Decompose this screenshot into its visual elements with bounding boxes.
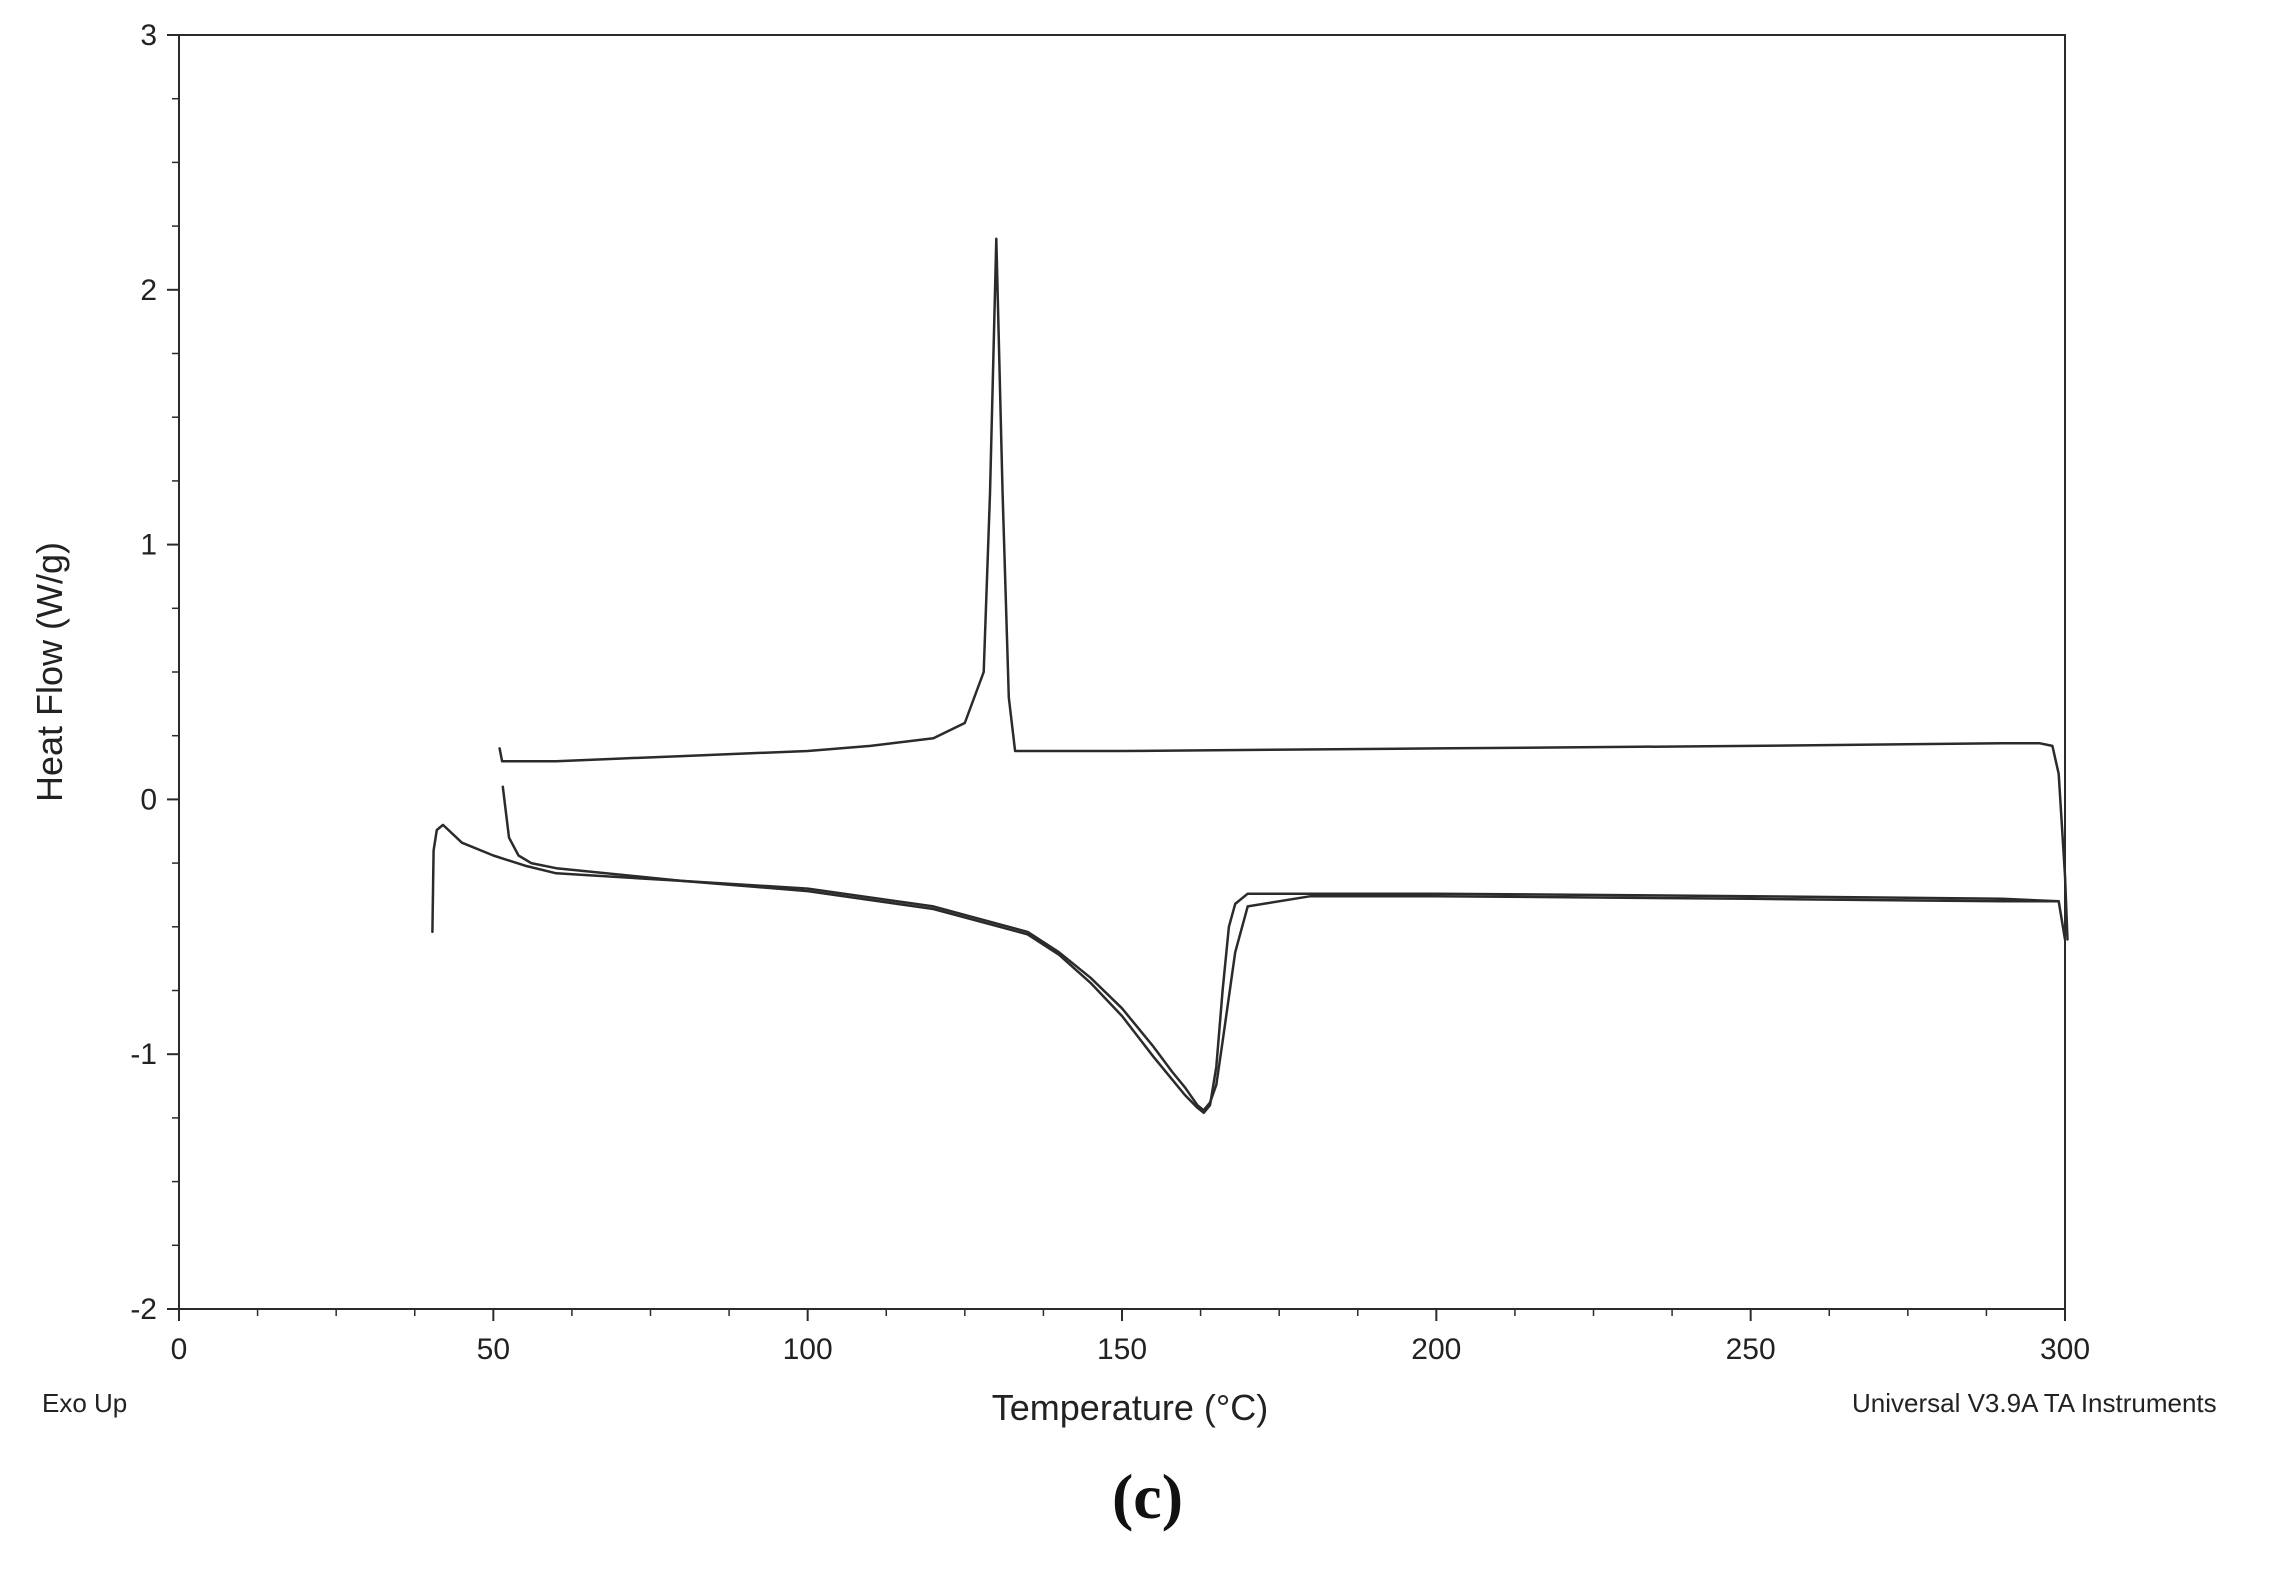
series-line-2 bbox=[431, 823, 2067, 1115]
x-tick-label: 150 bbox=[1097, 1333, 1147, 1366]
y-tick-label: 2 bbox=[140, 274, 157, 307]
y-tick-label: -1 bbox=[130, 1038, 157, 1071]
software-version-note: Universal V3.9A TA Instruments bbox=[1852, 1388, 2217, 1418]
x-tick-label: 100 bbox=[783, 1333, 833, 1366]
x-tick-label: 0 bbox=[171, 1333, 188, 1366]
series-line-3 bbox=[501, 785, 2060, 1112]
axis-ticks: 0 50 100 150 200 250 300 -2 -1 0 1 2 3 bbox=[130, 19, 2090, 1366]
x-tick-label: 300 bbox=[2040, 1333, 2090, 1366]
exo-up-note: Exo Up bbox=[42, 1388, 128, 1418]
plot-frame bbox=[178, 34, 2066, 1310]
x-tick-label: 50 bbox=[477, 1333, 510, 1366]
x-tick-label: 250 bbox=[1726, 1333, 1776, 1366]
x-tick-label: 200 bbox=[1411, 1333, 1461, 1366]
y-tick-label: 0 bbox=[140, 783, 157, 816]
y-tick-label: 1 bbox=[140, 529, 157, 562]
y-tick-label: 3 bbox=[140, 19, 157, 52]
y-tick-label: -2 bbox=[130, 1293, 157, 1326]
series-line-1 bbox=[498, 237, 2069, 941]
x-axis-title: Temperature (°C) bbox=[992, 1387, 1268, 1428]
y-axis-title: Heat Flow (W/g) bbox=[29, 542, 70, 802]
panel-label: (c) bbox=[1111, 1461, 1184, 1532]
data-series bbox=[431, 237, 2069, 1115]
